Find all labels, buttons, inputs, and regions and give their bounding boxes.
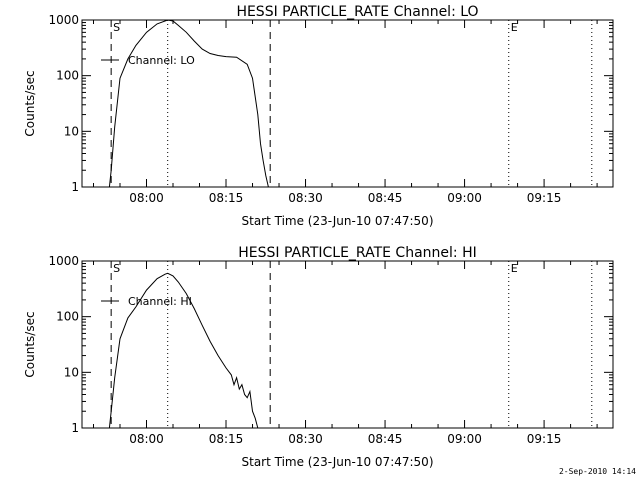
plot-frame — [81, 19, 614, 188]
y-tick-label: 1 — [71, 180, 79, 194]
y-tick-label: 10 — [64, 365, 79, 379]
x-axis-label: Start Time (23-Jun-10 07:47:50) — [242, 455, 434, 469]
chart-title: HESSI PARTICLE_RATE Channel: HI — [238, 245, 476, 261]
plot-frame — [81, 260, 614, 429]
x-tick-label: 09:00 — [447, 432, 482, 446]
x-tick-label: 08:15 — [209, 191, 244, 205]
y-axis-label: Counts/sec — [23, 311, 37, 377]
marker-label: E — [511, 262, 518, 275]
y-tick-label: 10 — [64, 124, 79, 138]
x-axis-label: Start Time (23-Jun-10 07:47:50) — [242, 214, 434, 228]
y-axis-label: Counts/sec — [23, 70, 37, 136]
x-tick-label: 09:15 — [527, 432, 562, 446]
x-tick-label: 09:00 — [447, 191, 482, 205]
x-tick-label: 08:00 — [129, 432, 164, 446]
y-tick-label: 100 — [56, 310, 79, 324]
y-tick-label: 1000 — [48, 13, 79, 27]
legend-label: Channel: LO — [128, 54, 195, 67]
series-line — [108, 19, 269, 188]
x-tick-label: 09:15 — [527, 191, 562, 205]
y-tick-label: 100 — [56, 69, 79, 83]
marker-label: E — [511, 21, 518, 34]
y-tick-label: 1 — [71, 421, 79, 435]
panel-hi: HESSI PARTICLE_RATE Channel: HI 1 10 100 100… — [23, 245, 614, 469]
x-tick-label: 08:00 — [129, 191, 164, 205]
chart-title: HESSI PARTICLE_RATE Channel: LO — [236, 4, 478, 20]
x-tick-label: 08:45 — [368, 432, 403, 446]
x-tick-label: 08:30 — [288, 432, 323, 446]
timestamp: 2-Sep-2010 14:14 — [559, 467, 636, 476]
x-tick-label: 08:15 — [209, 432, 244, 446]
x-tick-label: 08:30 — [288, 191, 323, 205]
series-line — [108, 272, 259, 429]
marker-label: S — [113, 262, 120, 275]
x-tick-label: 08:45 — [368, 191, 403, 205]
y-tick-label: 1000 — [48, 254, 79, 268]
legend-label: Channel: HI — [128, 295, 192, 308]
panel-lo: HESSI PARTICLE_RATE Channel: LO 1 10 100 100… — [23, 4, 614, 228]
marker-label: S — [113, 21, 120, 34]
